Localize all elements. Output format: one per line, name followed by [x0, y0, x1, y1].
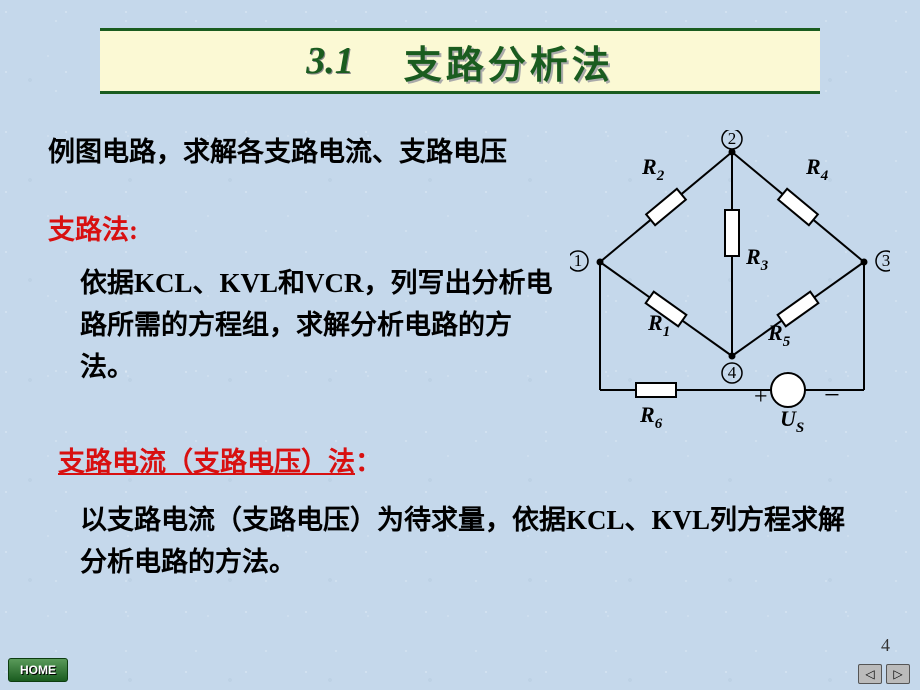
svg-text:2: 2 — [728, 130, 737, 148]
prev-button[interactable]: ◁ — [858, 664, 882, 684]
section-title: 支路分析法 — [404, 34, 614, 89]
method1-colon: : — [129, 215, 138, 245]
circuit-diagram: 1234R2R4R1R5R3R6US+− — [570, 130, 890, 440]
section-number: 3.1 — [306, 39, 354, 83]
intro-text: 例图电路，求解各支路电流、支路电压 — [48, 130, 507, 169]
home-button[interactable]: HOME — [8, 658, 68, 682]
next-button[interactable]: ▷ — [886, 664, 910, 684]
title-bar: 3.1 支路分析法 — [100, 28, 820, 94]
page-number: 4 — [881, 635, 890, 656]
svg-text:4: 4 — [728, 363, 737, 382]
svg-text:+: + — [754, 384, 768, 410]
method1-body: 依据KCL、KVL和VCR，列写出分析电路所需的方程组，求解分析电路的方法。 — [80, 263, 560, 389]
svg-text:−: − — [824, 380, 840, 411]
svg-text:R2: R2 — [641, 154, 665, 184]
nav-buttons: ◁ ▷ — [858, 664, 910, 684]
method2-colon: ： — [355, 447, 382, 477]
svg-text:3: 3 — [882, 251, 890, 270]
method1-name: 支路法 — [48, 215, 129, 245]
svg-text:R4: R4 — [805, 154, 829, 184]
method2-body: 以支路电流（支路电压）为待求量，依据KCL、KVL列方程求解分析电路的方法。 — [80, 500, 870, 584]
svg-text:US: US — [780, 406, 804, 436]
method2-name: 支路电流（支路电压）法 — [58, 447, 355, 477]
method1-label: 支路法: — [48, 208, 138, 247]
svg-text:R3: R3 — [745, 244, 769, 274]
method2-label: 支路电流（支路电压）法： — [58, 440, 382, 479]
svg-text:R6: R6 — [639, 402, 663, 432]
svg-text:1: 1 — [574, 251, 583, 270]
